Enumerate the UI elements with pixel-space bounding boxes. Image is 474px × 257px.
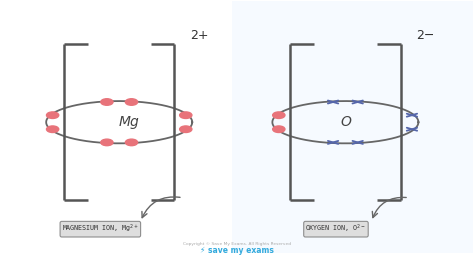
Text: O: O: [340, 115, 351, 129]
Circle shape: [46, 112, 59, 118]
Text: Mg: Mg: [118, 115, 139, 129]
Circle shape: [101, 139, 113, 146]
Text: 2+: 2+: [190, 29, 209, 42]
Text: MAGNESIUM ION, Mg$^{2+}$: MAGNESIUM ION, Mg$^{2+}$: [62, 223, 139, 235]
Text: ⚡ save my exams: ⚡ save my exams: [200, 246, 274, 255]
Circle shape: [180, 112, 192, 118]
Text: 2−: 2−: [416, 29, 435, 42]
Circle shape: [125, 99, 137, 105]
Circle shape: [273, 126, 285, 133]
Circle shape: [273, 112, 285, 118]
Text: OXYGEN ION, O$^{2-}$: OXYGEN ION, O$^{2-}$: [305, 223, 366, 235]
Circle shape: [101, 99, 113, 105]
Text: Copyright © Save My Exams. All Rights Reserved: Copyright © Save My Exams. All Rights Re…: [183, 242, 291, 245]
Circle shape: [46, 126, 59, 133]
Bar: [232, 1, 473, 253]
Circle shape: [125, 139, 137, 146]
Circle shape: [180, 126, 192, 133]
